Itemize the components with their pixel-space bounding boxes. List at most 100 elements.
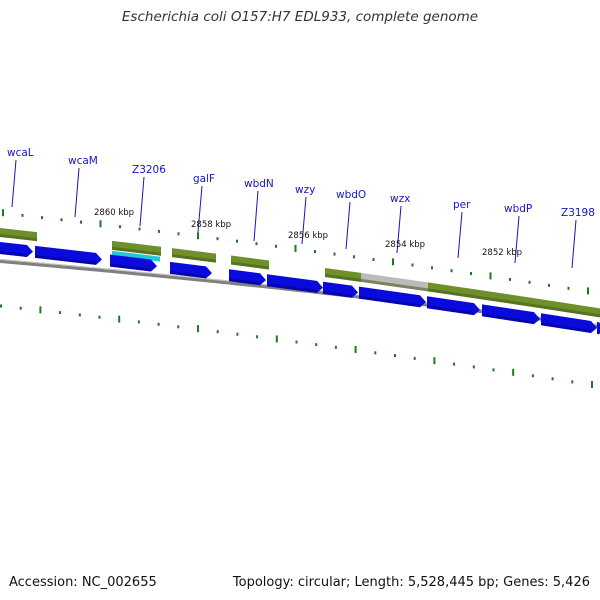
gene-label-leader bbox=[571, 219, 577, 269]
tick-mark bbox=[236, 239, 238, 243]
feature-track bbox=[0, 228, 600, 318]
feature-bar-shade bbox=[361, 278, 428, 292]
tick-mark bbox=[431, 266, 433, 270]
tick-mark bbox=[489, 272, 492, 280]
tick-mark bbox=[236, 332, 239, 336]
cds-arrow-shade bbox=[110, 263, 151, 272]
tick-mark bbox=[353, 255, 355, 259]
tick-mark bbox=[275, 244, 277, 248]
cds-arrow bbox=[35, 245, 102, 265]
feature-bar-shade bbox=[325, 273, 361, 282]
gene-label: wbdP bbox=[504, 203, 532, 215]
tick-mark bbox=[98, 315, 101, 319]
tick-mark bbox=[0, 304, 2, 308]
tick-mark bbox=[548, 283, 550, 287]
tick-mark bbox=[60, 218, 63, 222]
tick-mark bbox=[334, 345, 337, 349]
tick-mark bbox=[256, 335, 259, 339]
gene-label-leader bbox=[74, 167, 80, 218]
gene-label: per bbox=[453, 199, 471, 211]
gene-label-leader bbox=[396, 205, 402, 254]
tick-mark bbox=[2, 209, 4, 217]
gene-label: galF bbox=[193, 173, 215, 185]
feature-bar-shade bbox=[482, 296, 541, 309]
cds-arrow-shade bbox=[323, 290, 352, 298]
tick-mark bbox=[138, 227, 141, 231]
gene-label-leader bbox=[197, 185, 203, 233]
cds-arrow bbox=[359, 286, 426, 308]
cds-arrow-shade bbox=[482, 313, 534, 325]
tick-mark bbox=[80, 220, 82, 224]
gene-label-leader bbox=[253, 190, 259, 242]
cds-arrow-shade bbox=[229, 278, 260, 286]
tick-mark bbox=[470, 272, 472, 275]
gene-label: wzx bbox=[390, 193, 410, 205]
gene-label: wcaL bbox=[7, 147, 34, 159]
tick-mark bbox=[78, 313, 81, 317]
cds-arrow-shade bbox=[541, 322, 591, 333]
gene-label: wbdN bbox=[244, 178, 274, 190]
gene-label-leader bbox=[11, 159, 17, 208]
tick-mark bbox=[118, 315, 121, 323]
tick-mark bbox=[392, 258, 394, 266]
cds-arrow bbox=[267, 274, 323, 293]
feature-bar-cyan bbox=[112, 250, 160, 262]
genome-summary-text: Topology: circular; Length: 5,528,445 bp… bbox=[232, 575, 590, 590]
cds-arrow bbox=[541, 313, 597, 333]
tick-mark bbox=[450, 269, 453, 273]
tick-mark bbox=[394, 354, 396, 357]
tick-mark bbox=[411, 263, 414, 267]
tick-mark bbox=[591, 381, 593, 388]
tick-mark bbox=[294, 244, 297, 252]
tick-mark bbox=[99, 220, 102, 228]
tick-mark bbox=[453, 362, 456, 366]
tick-mark bbox=[21, 213, 24, 217]
gene-label-leader bbox=[514, 215, 520, 264]
tick-mark bbox=[39, 306, 42, 314]
tick-mark bbox=[413, 356, 416, 360]
gene-label: wcaM bbox=[68, 155, 98, 167]
kbp-position-label: 2854 kbp bbox=[385, 240, 425, 250]
gene-label-leader bbox=[457, 211, 463, 259]
tick-mark bbox=[314, 250, 316, 253]
tick-mark bbox=[374, 351, 377, 355]
feature-bar-shade bbox=[428, 288, 482, 300]
kbp-position-label: 2858 kbp bbox=[191, 220, 231, 230]
tick-mark bbox=[587, 287, 589, 295]
kbp-position-label: 2856 kbp bbox=[288, 231, 328, 241]
cds-arrow-shade bbox=[170, 270, 206, 279]
gene-label: wbdO bbox=[336, 189, 366, 201]
gc-skew-ticks bbox=[0, 209, 593, 388]
feature-bar-shade bbox=[541, 305, 600, 318]
tick-mark bbox=[472, 365, 475, 369]
cds-track bbox=[0, 242, 600, 335]
gene-label: Z3206 bbox=[132, 164, 166, 176]
map-title: Escherichia coli O157:H7 EDL933, complet… bbox=[121, 9, 479, 25]
tick-mark bbox=[433, 357, 436, 365]
tick-mark bbox=[275, 335, 278, 343]
tick-mark bbox=[509, 277, 511, 281]
tick-mark bbox=[567, 286, 570, 290]
tick-mark bbox=[177, 325, 180, 329]
tick-mark bbox=[216, 330, 219, 334]
cds-arrow bbox=[482, 304, 540, 325]
feature-bar-shade bbox=[172, 254, 216, 263]
feature-bar-shade bbox=[0, 234, 37, 242]
tick-mark bbox=[158, 229, 160, 233]
feature-bar-shade bbox=[231, 261, 269, 270]
cds-arrow-shade bbox=[35, 254, 96, 265]
tick-mark bbox=[197, 325, 199, 333]
tick-mark bbox=[528, 280, 531, 284]
tick-mark bbox=[41, 216, 43, 220]
gene-label-leader bbox=[345, 201, 351, 250]
cds-arrow-shade bbox=[359, 295, 420, 308]
tick-mark bbox=[333, 252, 336, 256]
tick-mark bbox=[177, 232, 180, 236]
gene-labels: wcaL wcaM Z3206 galF wbdN wzy wbdO wzx per wbdP Z3… bbox=[7, 147, 595, 269]
cds-arrow-shade bbox=[267, 283, 317, 293]
accession-text: Accession: NC_002655 bbox=[9, 575, 157, 590]
tick-mark bbox=[19, 306, 22, 310]
kbp-position-label: 2852 kbp bbox=[482, 248, 522, 258]
